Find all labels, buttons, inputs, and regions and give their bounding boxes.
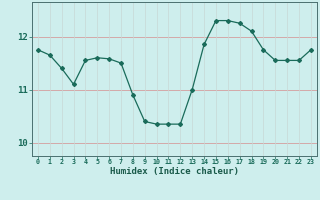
X-axis label: Humidex (Indice chaleur): Humidex (Indice chaleur) <box>110 167 239 176</box>
